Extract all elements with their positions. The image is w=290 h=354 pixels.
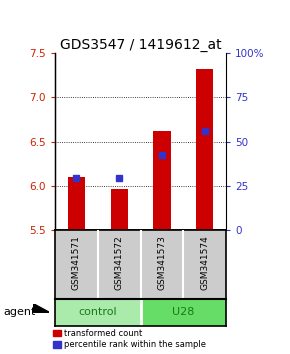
Text: GSM341574: GSM341574: [200, 236, 209, 290]
Text: control: control: [79, 307, 117, 318]
Text: GSM341571: GSM341571: [72, 236, 81, 291]
Legend: transformed count, percentile rank within the sample: transformed count, percentile rank withi…: [53, 329, 206, 349]
Text: U28: U28: [172, 307, 195, 318]
Text: agent: agent: [3, 307, 35, 318]
Text: GSM341572: GSM341572: [115, 236, 124, 290]
Title: GDS3547 / 1419612_at: GDS3547 / 1419612_at: [60, 38, 222, 52]
Text: GSM341573: GSM341573: [157, 236, 166, 291]
Bar: [55, 299, 141, 326]
Bar: [196, 69, 213, 230]
Bar: [141, 299, 226, 326]
Polygon shape: [33, 304, 49, 312]
Bar: [111, 189, 128, 230]
Bar: [153, 131, 171, 230]
Bar: [68, 177, 85, 230]
